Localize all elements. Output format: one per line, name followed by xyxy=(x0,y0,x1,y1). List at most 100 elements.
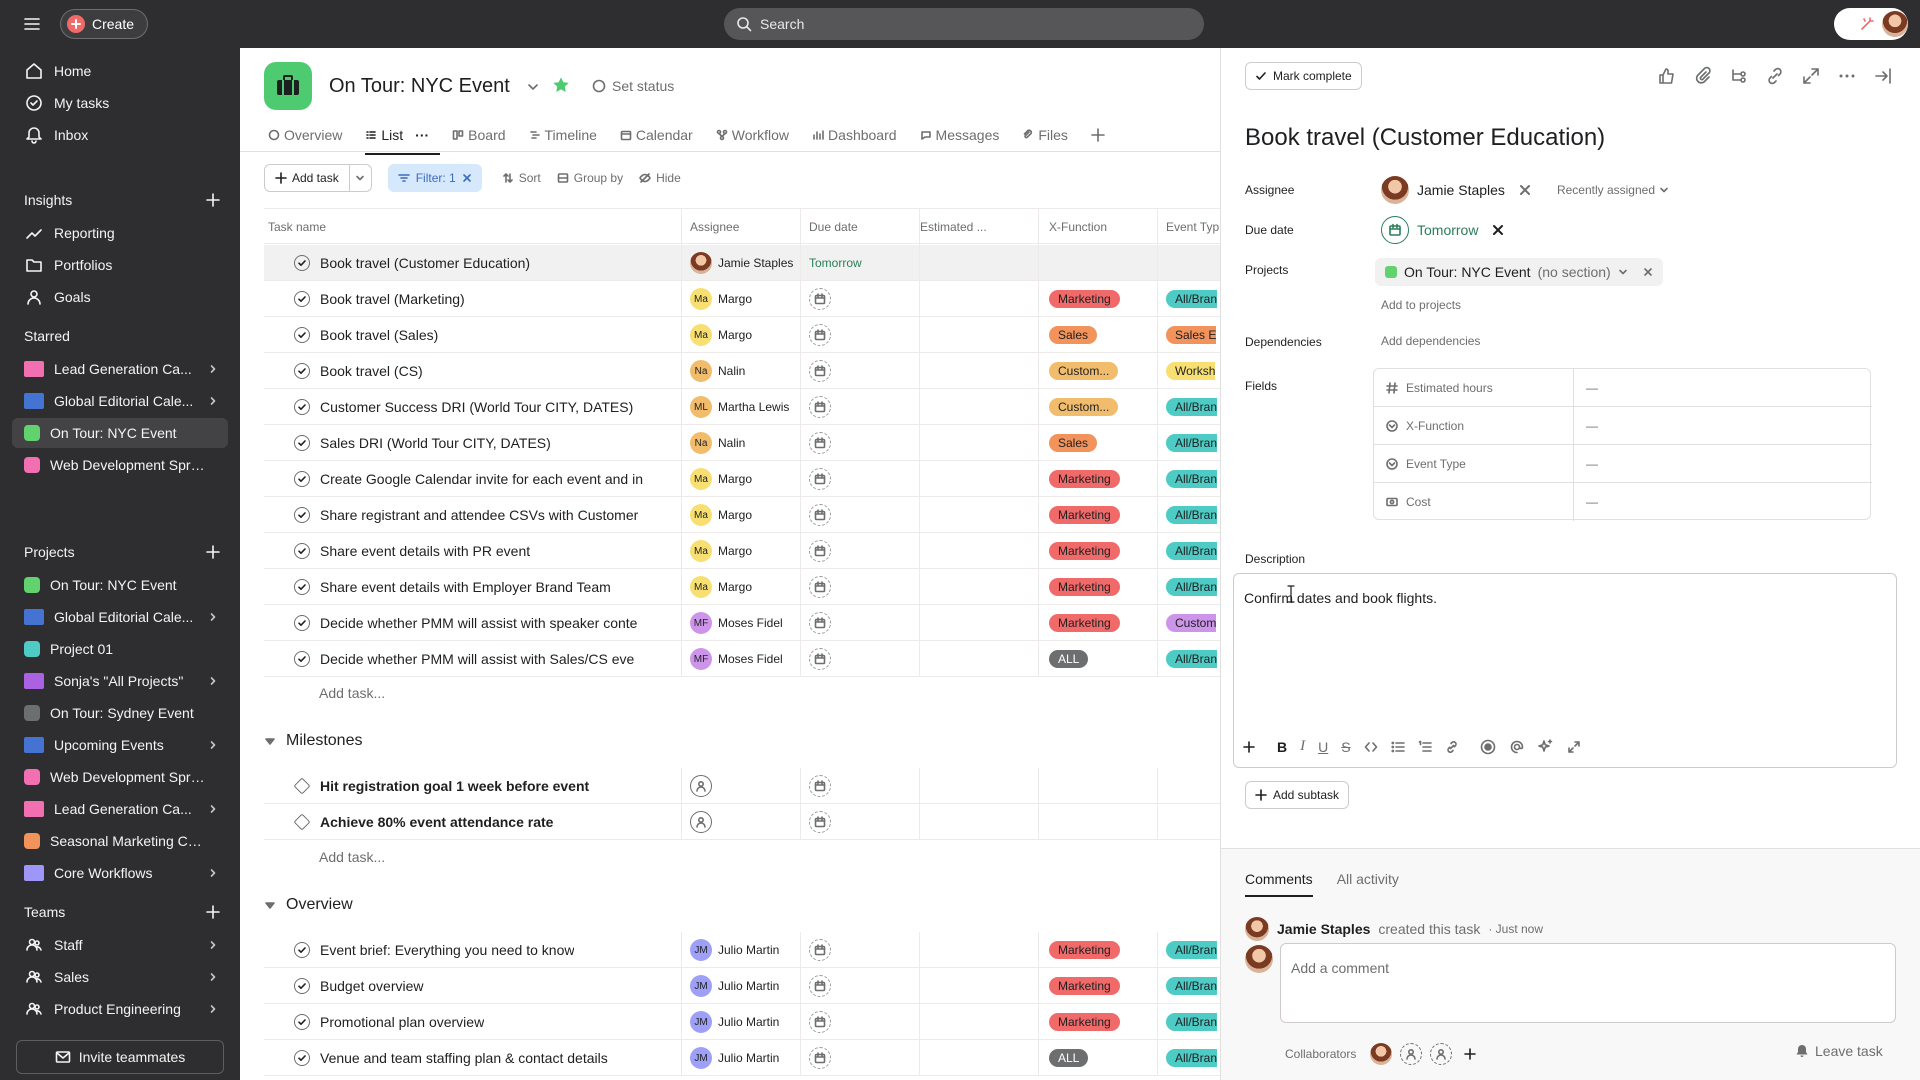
tab-calendar[interactable]: Calendar xyxy=(620,122,704,148)
task-row[interactable]: Share event details with PR event Ma Margo… xyxy=(264,533,1220,569)
milestone-row[interactable]: Hit registration goal 1 week before even… xyxy=(264,768,1220,804)
link-icon[interactable] xyxy=(1445,740,1459,754)
due-date-cell[interactable] xyxy=(801,533,920,569)
sort-button[interactable]: Sort xyxy=(494,164,549,192)
starred-heading[interactable]: Starred xyxy=(24,328,220,344)
due-date-cell[interactable] xyxy=(801,641,920,677)
task-title[interactable]: Book travel (Customer Education) xyxy=(1245,124,1606,151)
section-title[interactable]: Milestones xyxy=(286,732,363,749)
task-name[interactable]: Share registrant and attendee CSVs with … xyxy=(320,507,639,523)
assignee-cell[interactable]: Na Nalin xyxy=(682,353,801,389)
project-title[interactable]: On Tour: NYC Event xyxy=(329,75,510,97)
task-row[interactable]: Budget overview JM Julio Martin Marketing Al… xyxy=(264,968,1220,1004)
sidebar-project-item[interactable]: Web Development Sprint... xyxy=(12,450,228,480)
close-icon[interactable] xyxy=(1519,184,1531,196)
calendar-icon[interactable] xyxy=(809,648,831,670)
event-type-cell[interactable]: All/Bran xyxy=(1158,425,1220,461)
search-input[interactable]: Search xyxy=(724,8,1204,40)
estimated-hours-cell[interactable] xyxy=(920,461,1039,497)
event-type-cell[interactable]: All/Bran xyxy=(1158,1040,1220,1076)
plus-icon[interactable] xyxy=(206,905,220,919)
filter-chip[interactable]: Filter: 1 xyxy=(387,164,482,192)
event-type-cell[interactable]: All/Bran xyxy=(1158,389,1220,425)
due-date-cell[interactable] xyxy=(801,497,920,533)
assignee-cell[interactable]: Ma Margo xyxy=(682,317,801,353)
milestone-diamond-icon[interactable] xyxy=(293,813,311,831)
custom-field-value[interactable]: — xyxy=(1586,418,1598,433)
complete-check-icon[interactable] xyxy=(294,399,310,415)
task-row[interactable]: Share registrant and attendee CSVs with … xyxy=(264,497,1220,533)
due-date-cell[interactable] xyxy=(801,425,920,461)
code-icon[interactable] xyxy=(1364,740,1378,754)
task-name[interactable]: Book travel (CS) xyxy=(320,363,423,379)
calendar-icon[interactable] xyxy=(809,324,831,346)
x-function-cell[interactable]: Marketing xyxy=(1039,605,1158,641)
task-name-cell[interactable]: Share registrant and attendee CSVs with … xyxy=(264,497,682,533)
sidebar-project-item[interactable]: Lead Generation Ca... xyxy=(12,794,228,824)
complete-check-icon[interactable] xyxy=(294,579,310,595)
insights-heading[interactable]: Insights xyxy=(24,192,220,208)
task-name-cell[interactable]: Hit registration goal 1 week before even… xyxy=(264,768,682,804)
star-icon[interactable] xyxy=(552,76,570,94)
complete-check-icon[interactable] xyxy=(294,651,310,667)
sidebar-project-item[interactable]: Project 01 xyxy=(12,634,228,664)
due-date-cell[interactable] xyxy=(801,605,920,641)
plus-icon[interactable] xyxy=(206,545,220,559)
task-name[interactable]: Share event details with PR event xyxy=(320,543,531,559)
task-name[interactable]: Venue and team staffing plan & contact d… xyxy=(320,1050,608,1066)
assignee-cell[interactable]: Jamie Staples xyxy=(682,245,801,281)
user-avatar[interactable] xyxy=(1882,11,1908,37)
x-function-cell[interactable]: Marketing xyxy=(1039,533,1158,569)
chevron-right-icon[interactable] xyxy=(208,364,218,374)
expand-icon[interactable] xyxy=(1801,66,1821,86)
task-row[interactable]: Book travel (Marketing) Ma Margo Marketing A… xyxy=(264,281,1220,317)
close-icon[interactable] xyxy=(462,173,472,183)
calendar-icon[interactable] xyxy=(809,1047,831,1069)
sidebar-team-item[interactable]: Staff xyxy=(12,930,228,960)
sidebar-item-my-tasks[interactable]: My tasks xyxy=(12,88,228,118)
milestone-row[interactable]: Achieve 80% event attendance rate xyxy=(264,804,1220,840)
complete-check-icon[interactable] xyxy=(294,363,310,379)
chevron-right-icon[interactable] xyxy=(208,676,218,686)
assignee-cell[interactable]: MF Moses Fidel xyxy=(682,641,801,677)
story-author[interactable]: Jamie Staples xyxy=(1277,921,1371,937)
project-chip[interactable]: On Tour: NYC Event (no section) xyxy=(1375,258,1663,286)
sidebar-project-item[interactable]: Web Development Sprint... xyxy=(12,762,228,792)
upgrade-sparkle-icon[interactable] xyxy=(1858,15,1876,33)
collaborator-avatar[interactable] xyxy=(1370,1043,1393,1065)
event-type-cell[interactable]: Sales E xyxy=(1158,317,1220,353)
sidebar-team-item[interactable]: Sales xyxy=(12,962,228,992)
x-function-cell[interactable]: Marketing xyxy=(1039,569,1158,605)
event-type-cell[interactable]: Worksh xyxy=(1158,353,1220,389)
event-type-cell[interactable]: Custom xyxy=(1158,605,1220,641)
task-name-cell[interactable]: Customer Success DRI (World Tour CITY, D… xyxy=(264,389,682,425)
add-tab-button[interactable] xyxy=(1091,122,1116,148)
underline-icon[interactable]: U xyxy=(1318,738,1329,755)
add-task-inline[interactable]: Add task... xyxy=(319,685,386,701)
complete-check-icon[interactable] xyxy=(294,1014,310,1030)
sidebar-item-reporting[interactable]: Reporting xyxy=(12,218,228,248)
sidebar-project-item[interactable]: On Tour: Sydney Event xyxy=(12,698,228,728)
task-name-cell[interactable]: Decide whether PMM will assist with spea… xyxy=(264,605,682,641)
calendar-icon[interactable] xyxy=(809,1011,831,1033)
unassigned-person-icon[interactable] xyxy=(690,775,712,797)
column-header[interactable]: Assignee xyxy=(682,209,801,245)
task-name-cell[interactable]: Budget overview xyxy=(264,968,682,1004)
italic-icon[interactable]: I xyxy=(1300,738,1306,754)
caret-down-icon[interactable] xyxy=(264,899,276,911)
custom-field-row[interactable]: X-Function — xyxy=(1374,406,1872,445)
chevron-right-icon[interactable] xyxy=(208,972,218,982)
task-name[interactable]: Create Google Calendar invite for each e… xyxy=(320,471,643,487)
event-type-cell[interactable]: All/Bran xyxy=(1158,641,1220,677)
complete-check-icon[interactable] xyxy=(294,507,310,523)
task-name-cell[interactable]: Book travel (Marketing) xyxy=(264,281,682,317)
x-function-cell[interactable]: Marketing xyxy=(1039,932,1158,968)
add-subtask-button[interactable]: Add subtask xyxy=(1245,781,1350,809)
x-function-cell[interactable]: Custom... xyxy=(1039,353,1158,389)
x-function-cell[interactable] xyxy=(1039,804,1158,840)
bold-icon[interactable]: B xyxy=(1277,738,1288,755)
x-function-cell[interactable]: Marketing xyxy=(1039,281,1158,317)
event-type-cell[interactable] xyxy=(1158,804,1220,840)
task-name[interactable]: Event brief: Everything you need to know xyxy=(320,942,575,958)
task-name-cell[interactable]: Share event details with PR event xyxy=(264,533,682,569)
